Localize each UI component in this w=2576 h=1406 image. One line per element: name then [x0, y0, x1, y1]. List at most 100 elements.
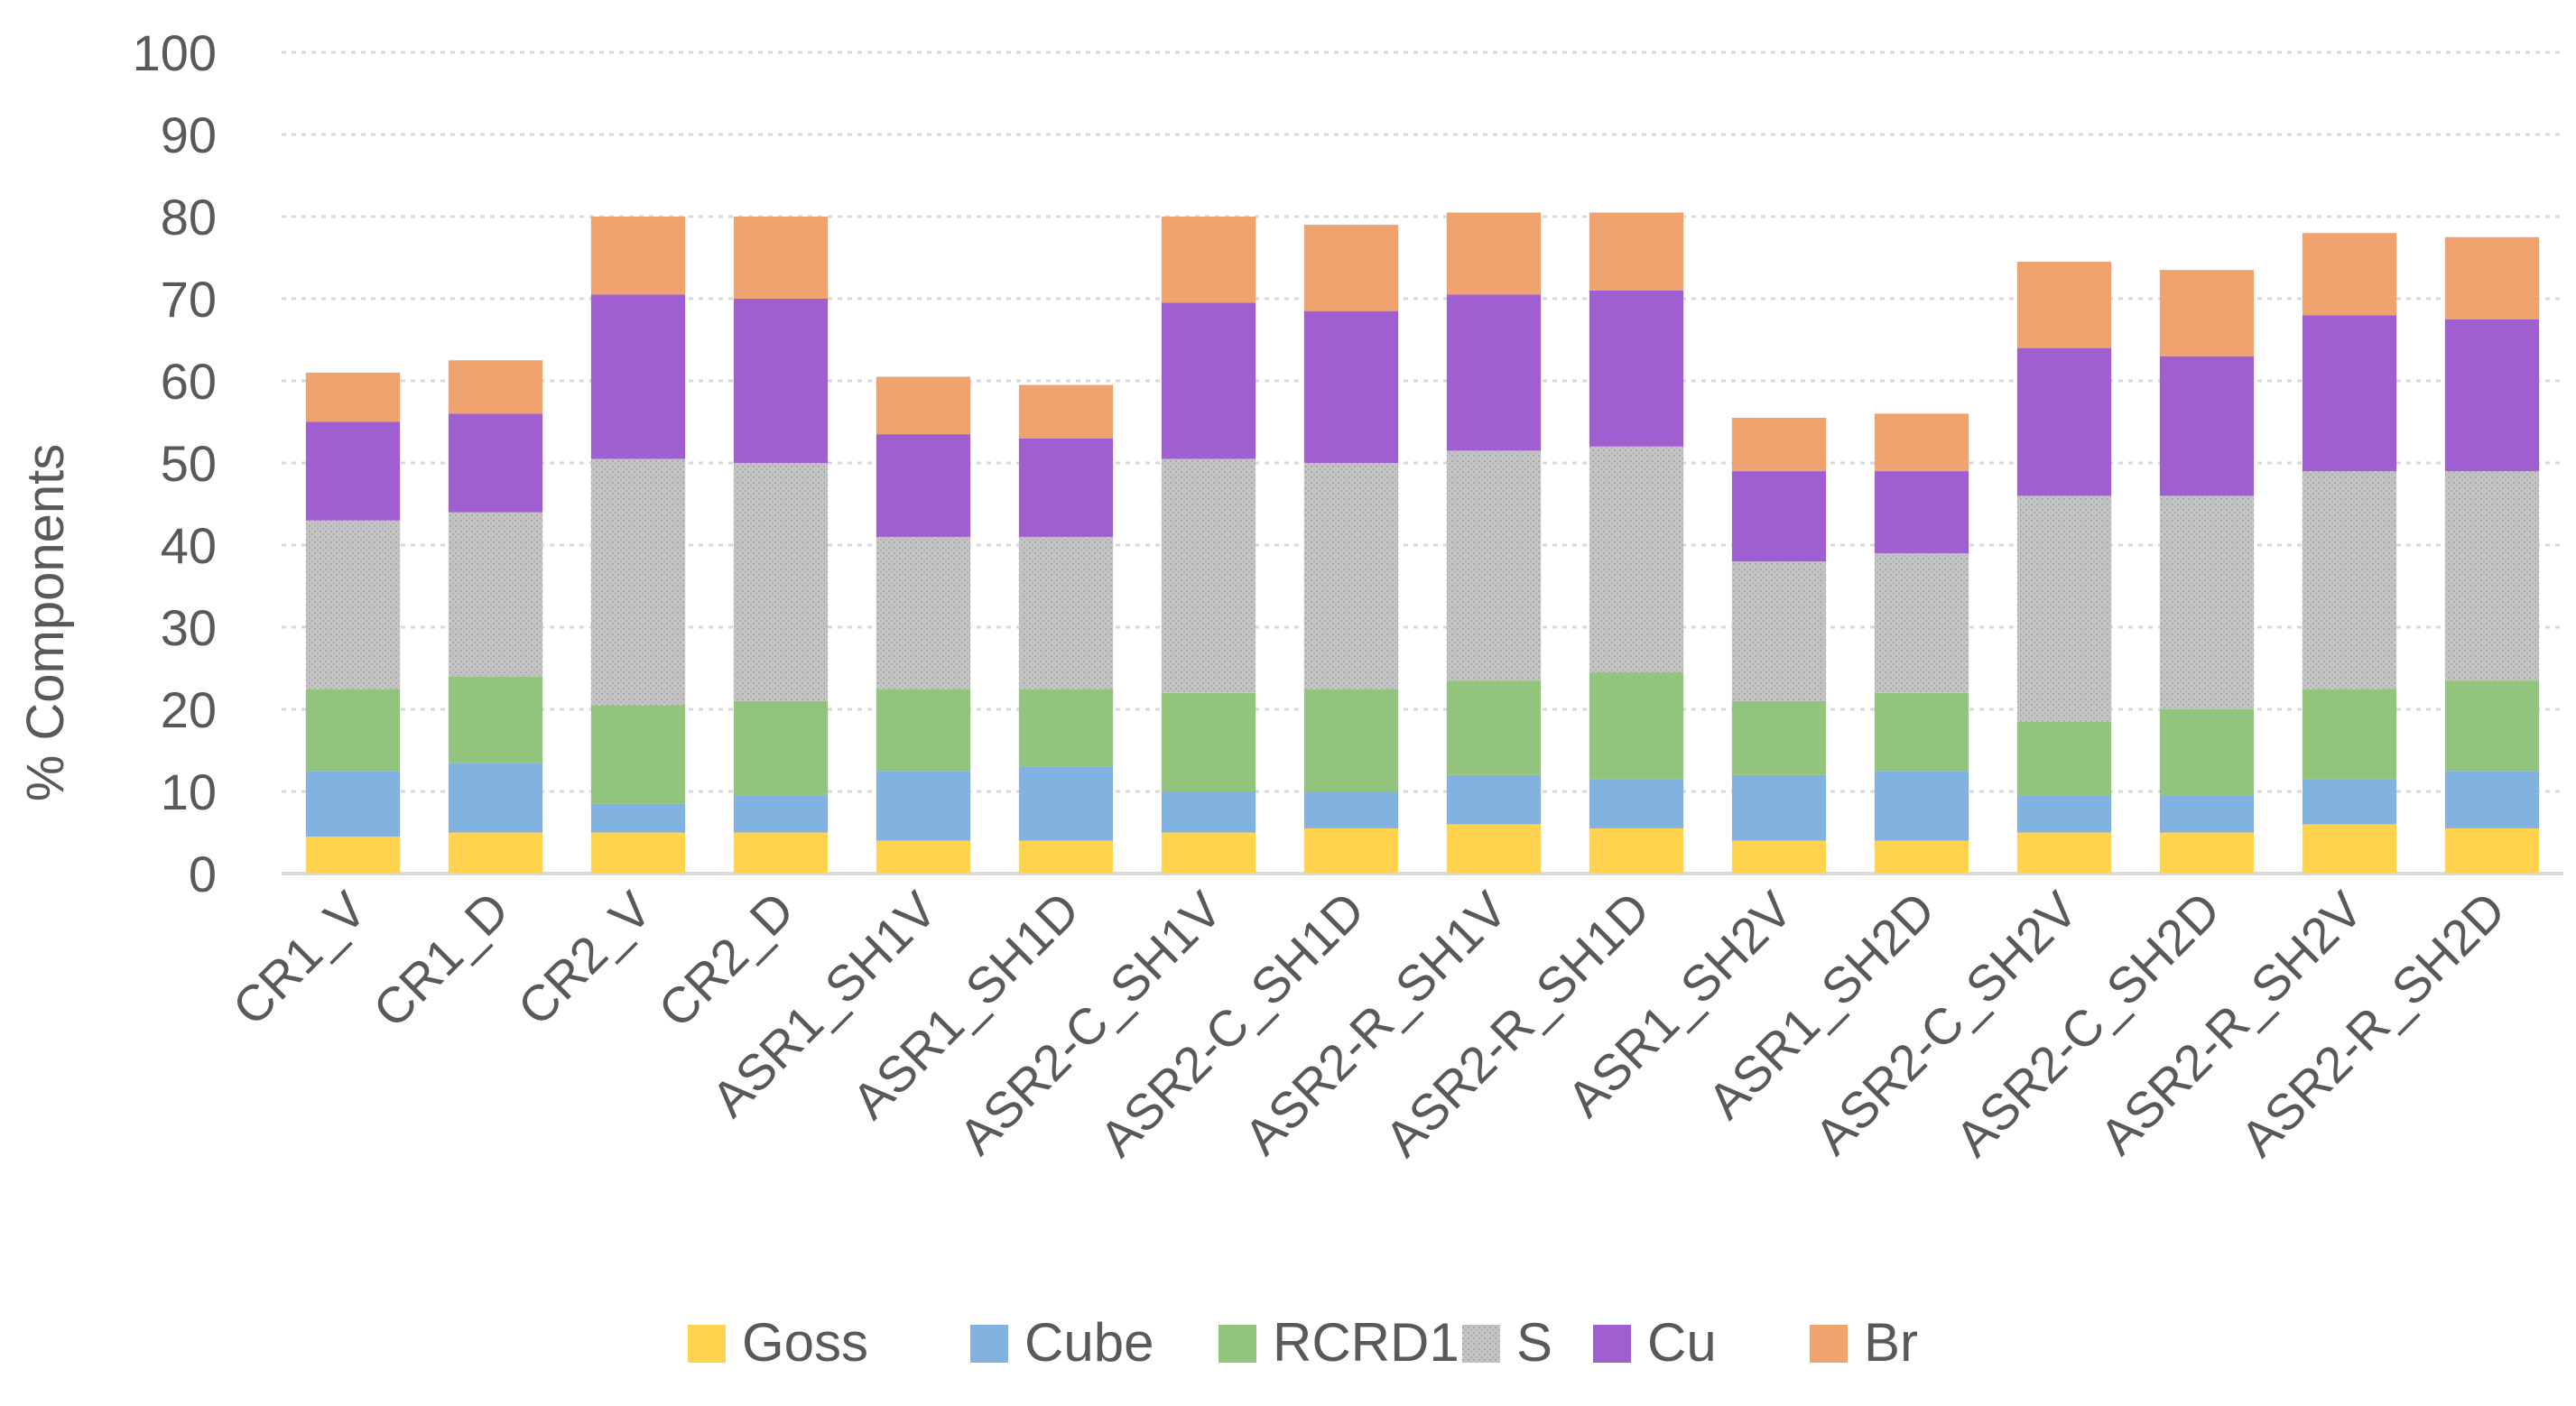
bar-stack: [1874, 413, 1969, 874]
bar-segment-rcrd1: [733, 700, 829, 796]
bar-segment-cube: [305, 771, 401, 837]
bar-segment-s: [1874, 553, 1969, 693]
bar-stack: [1731, 417, 1827, 874]
bar-segment-goss: [1731, 840, 1827, 874]
bar-segment-br: [2302, 233, 2397, 316]
bar-segment-cu: [876, 434, 971, 537]
bar-segment-goss: [1589, 828, 1684, 874]
bar-stack: [2016, 262, 2112, 874]
y-tick-label: 40: [161, 517, 217, 574]
bar-segment-cube: [1446, 774, 1542, 825]
bar-segment-cu: [2444, 319, 2540, 472]
bar-segment-br: [876, 376, 971, 435]
bar-segment-s: [1161, 458, 1256, 693]
bar-segment-rcrd1: [305, 689, 401, 772]
bar-stack: [305, 372, 401, 874]
y-tick-label: 50: [161, 435, 217, 492]
bar-segment-s: [305, 520, 401, 689]
x-tick-label: CR1_D: [362, 881, 519, 1038]
bar-stack: [1589, 212, 1684, 874]
bar-segment-s: [1446, 450, 1542, 681]
bar-segment-goss: [305, 837, 401, 874]
bar-segment-goss: [2302, 824, 2397, 874]
bar-segment-goss: [1161, 832, 1256, 874]
bar-segment-cube: [1161, 791, 1256, 833]
bar-segment-br: [590, 217, 686, 295]
y-axis-ticks: 0 10 20 30 40 50 60 70 80 90 100: [133, 24, 217, 902]
bar-segment-rcrd1: [1874, 692, 1969, 772]
y-axis-title: % Components: [16, 444, 75, 802]
bar-segment-br: [1446, 212, 1542, 295]
bar-segment-br: [1161, 217, 1256, 303]
bar-stack: [1303, 225, 1399, 874]
bar-segment-s: [2302, 471, 2397, 689]
bar-segment-cube: [2016, 795, 2112, 833]
legend-label: Cu: [1647, 1312, 1717, 1373]
bar-segment-s: [590, 458, 686, 706]
bar-stack: [1446, 212, 1542, 874]
legend-swatch-cu: [1593, 1325, 1631, 1363]
bar-segment-rcrd1: [1589, 672, 1684, 780]
bar-segment-rcrd1: [876, 689, 971, 772]
bar-segment-cube: [1731, 774, 1827, 841]
bar-stack: [590, 217, 686, 874]
bar-segment-rcrd1: [1731, 700, 1827, 775]
y-tick-label: 80: [161, 189, 217, 245]
bar-segment-cu: [448, 413, 543, 513]
bar-segment-goss: [1874, 840, 1969, 874]
bar-segment-cu: [2159, 356, 2255, 496]
bar-segment-rcrd1: [590, 705, 686, 804]
x-axis-ticks: CR1_VCR1_DCR2_VCR2_DASR1_SH1VASR1_SH1DAS…: [221, 880, 2516, 1167]
bar-segment-goss: [876, 840, 971, 874]
bar-segment-s: [2159, 495, 2255, 709]
bar-segment-br: [1303, 225, 1399, 311]
legend-swatch-s: [1462, 1325, 1500, 1363]
bar-segment-cube: [1303, 791, 1399, 828]
bar-segment-br: [305, 372, 401, 422]
bar-segment-rcrd1: [1303, 689, 1399, 791]
x-tick-label: ASR2-C_SH2D: [1944, 881, 2230, 1167]
bar-segment-br: [2016, 262, 2112, 348]
legend-swatch-br: [1810, 1325, 1848, 1363]
x-tick-label: ASR2-R_SH2V: [2089, 880, 2374, 1165]
bar-stack: [2159, 270, 2255, 874]
bar-segment-s: [2016, 495, 2112, 722]
bar-segment-cube: [2444, 771, 2540, 828]
bar-stack: [2302, 233, 2397, 874]
bar-segment-s: [1303, 463, 1399, 689]
bar-segment-goss: [1018, 840, 1114, 874]
x-tick-label: ASR2-C_SH2V: [1803, 880, 2089, 1165]
bar-stack: [876, 376, 971, 874]
y-tick-label: 100: [133, 24, 217, 81]
x-tick-label: CR2_V: [506, 880, 663, 1036]
bar-segment-cu: [2302, 315, 2397, 472]
bar-segment-cu: [1446, 294, 1542, 451]
y-tick-label: 90: [161, 106, 217, 163]
bar-segment-rcrd1: [2302, 689, 2397, 780]
y-tick-label: 20: [161, 681, 217, 738]
bar-segment-cu: [1589, 290, 1684, 447]
bar-segment-br: [2444, 236, 2540, 319]
y-tick-label: 30: [161, 599, 217, 656]
bar-segment-cube: [1589, 779, 1684, 828]
legend-label: Goss: [742, 1312, 868, 1373]
bar-stack: [2444, 236, 2540, 874]
bar-segment-s: [733, 463, 829, 701]
bar-segment-cu: [590, 294, 686, 459]
bar-segment-s: [1589, 446, 1684, 673]
legend-swatch-rcrd1: [1219, 1325, 1256, 1363]
y-tick-label: 10: [161, 763, 217, 820]
legend-label: S: [1516, 1312, 1552, 1373]
bar-segment-rcrd1: [2016, 721, 2112, 796]
bar-segment-cu: [1731, 471, 1827, 562]
bar-segment-rcrd1: [2444, 680, 2540, 772]
bar-segment-br: [1874, 413, 1969, 472]
legend-label: Cube: [1024, 1312, 1154, 1373]
bar-segment-br: [1018, 384, 1114, 439]
bar-segment-goss: [448, 832, 543, 874]
bar-segment-rcrd1: [1161, 692, 1256, 791]
bar-segment-s: [448, 512, 543, 677]
legend-label: RCRD1: [1273, 1312, 1459, 1373]
bar-segment-cube: [2302, 779, 2397, 825]
bar-segment-goss: [2159, 832, 2255, 874]
